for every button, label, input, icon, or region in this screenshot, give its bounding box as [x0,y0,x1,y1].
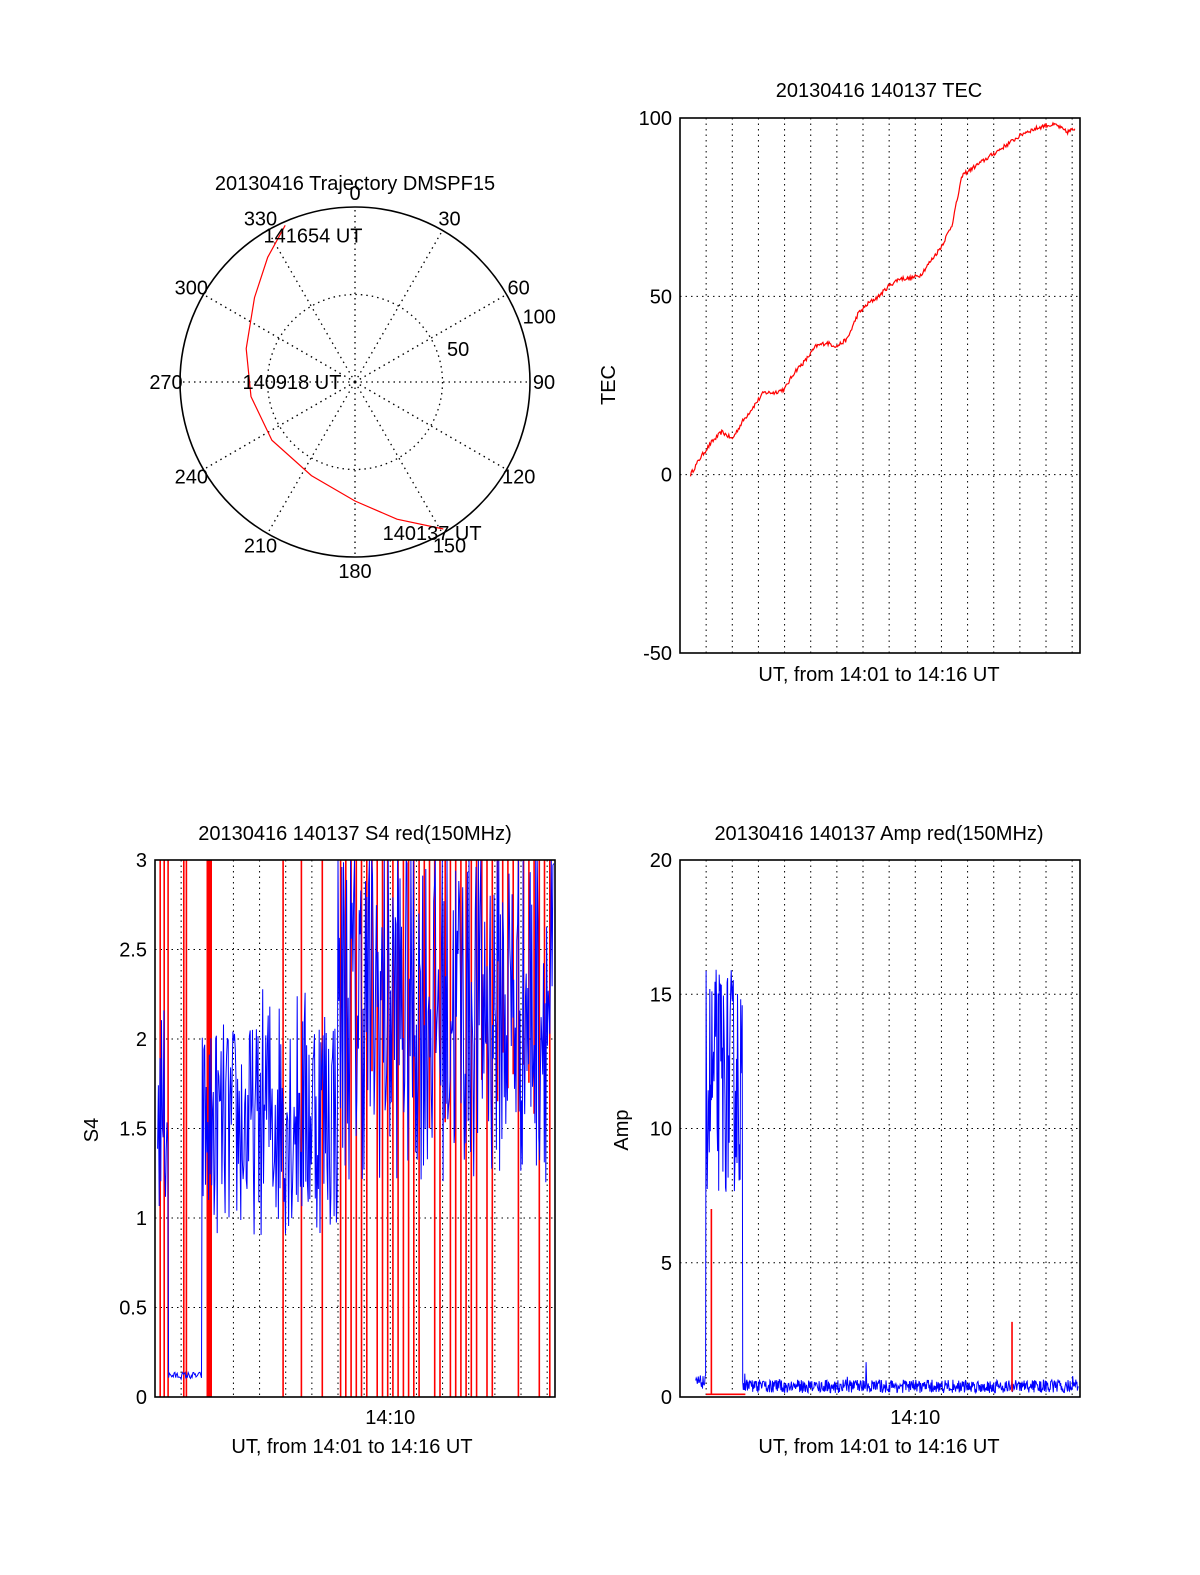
s4-blue-series [157,859,555,1381]
s4-line-chart: 20130416 140137 S4 red(150MHz) UT, from … [81,823,556,1458]
polar-outer-circle [179,206,531,558]
y-tick-label: 3 [136,850,147,872]
plot-frame [679,117,1081,654]
polar-grid-spoke [354,381,444,534]
polar-grid-circle [266,293,444,471]
y-tick-label: -50 [643,643,672,665]
polar-angle-label: 270 [149,372,182,394]
y-tick-label: 20 [650,850,672,872]
polar-angle-label: 0 [349,183,360,205]
plot-frame [154,859,556,1398]
y-tick-label: 15 [650,984,672,1006]
polar-radius-label: 100 [523,306,556,328]
polar-angle-label: 300 [175,278,208,300]
amp-blue-series [695,969,1079,1395]
amp-line-chart: 20130416 140137 Amp red(150MHz) UT, from… [611,823,1081,1458]
y-tick-label: 0 [136,1387,147,1409]
tec-xlabel: UT, from 14:01 to 14:16 UT [758,664,999,686]
y-tick-label: 0.5 [119,1298,147,1320]
x-tick-label: 14:10 [365,1407,415,1429]
amp-ylabel: Amp [611,1109,633,1150]
polar-grid-spoke [266,381,356,534]
s4-title: 20130416 140137 S4 red(150MHz) [198,823,512,845]
trajectory-line [245,225,444,530]
tec-series-line [689,121,1076,477]
y-tick-label: 0 [661,1387,672,1409]
trajectory-title: 20130416 Trajectory DMSPF15 [215,173,495,195]
amp-xlabel: UT, from 14:01 to 14:16 UT [758,1436,999,1458]
tec-line-chart: 20130416 140137 TEC UT, from 14:01 to 14… [598,80,1081,686]
y-tick-label: 2.5 [119,940,147,962]
polar-angle-label: 60 [508,278,530,300]
polar-grid-spoke [354,293,507,383]
amp-title: 20130416 140137 Amp red(150MHz) [714,823,1043,845]
polar-angle-label: 90 [533,372,555,394]
y-tick-label: 100 [639,108,672,130]
polar-angle-label: 210 [244,536,277,558]
y-tick-label: 0 [661,465,672,487]
y-tick-label: 1 [136,1208,147,1230]
y-tick-label: 5 [661,1253,672,1275]
polar-angle-label: 180 [338,561,371,583]
polar-grid-spoke [266,230,356,383]
trajectory-time-label: 141654 UT [264,226,363,248]
y-tick-label: 1.5 [119,1119,147,1141]
s4-ylabel: S4 [81,1118,103,1142]
trajectory-time-label: 140918 UT [243,372,342,394]
y-tick-label: 50 [650,286,672,308]
tec-title: 20130416 140137 TEC [776,80,982,102]
polar-angle-label: 30 [438,208,460,230]
trajectory-polar-plot: 20130416 Trajectory DMSPF15 0 30 60 90 120 15… [149,173,556,583]
polar-angle-label: 240 [175,467,208,489]
plot-frame [679,859,1081,1398]
y-tick-label: 10 [650,1119,672,1141]
amp-red-series [706,1209,1013,1396]
polar-grid-spoke [354,381,507,471]
polar-angle-label: 150 [433,536,466,558]
y-tick-label: 2 [136,1029,147,1051]
polar-angle-label: 120 [502,467,535,489]
s4-xlabel: UT, from 14:01 to 14:16 UT [231,1436,472,1458]
polar-angle-label: 330 [244,208,277,230]
x-tick-label: 14:10 [890,1407,940,1429]
polar-radius-label: 50 [447,339,469,361]
trajectory-time-label: 140137 UT [383,523,482,545]
tec-ylabel: TEC [598,365,620,405]
polar-grid-spoke [203,381,356,471]
